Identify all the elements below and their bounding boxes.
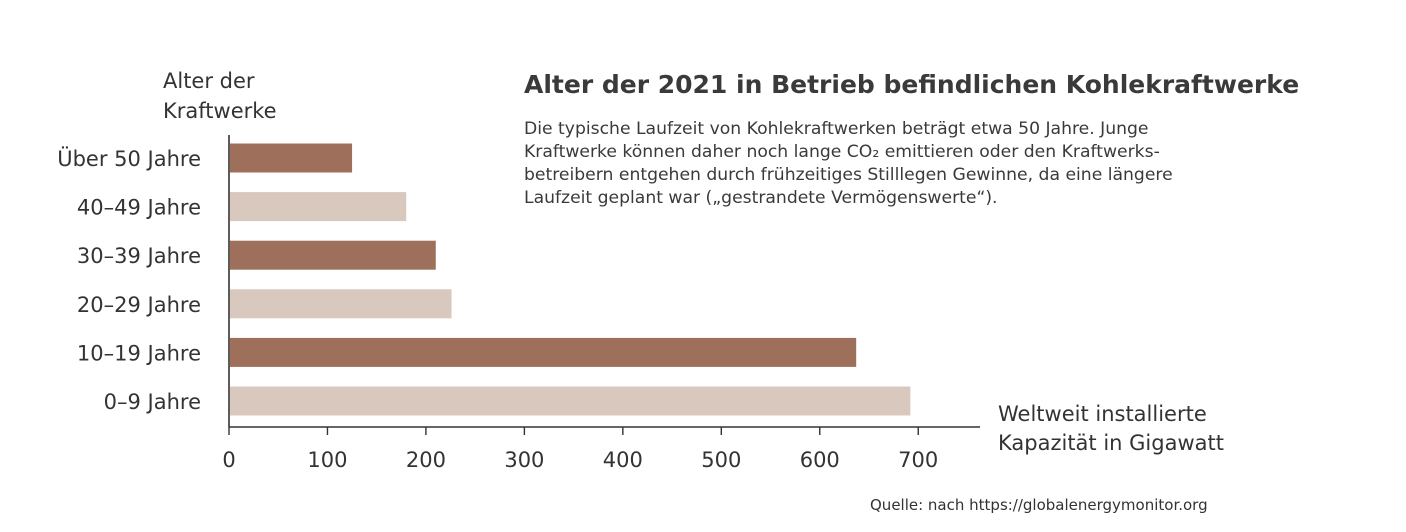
source-note: Quelle: nach https://globalenergymonitor… [870,496,1208,514]
x-tick-label: 600 [800,448,840,472]
x-tick-label: 100 [307,448,347,472]
y-axis-title-line-1: Alter der [163,69,255,93]
x-axis-title-line-1: Weltweit installierte [998,402,1207,426]
chart-title: Alter der 2021 in Betrieb befindlichen K… [524,70,1300,99]
description-line-2: Kraftwerke können daher noch lange CO₂ e… [524,142,1160,162]
x-tick-label: 0 [222,448,235,472]
x-tick-label: 300 [504,448,544,472]
bar [230,386,911,416]
x-tick-label: 700 [898,448,938,472]
x-axis-title: Weltweit installierte Kapazität in Gigaw… [998,400,1224,458]
description-line-1: Die typische Laufzeit von Kohlekraftwerk… [524,119,1149,139]
y-tick-label: 10–19 Jahre [77,341,201,365]
y-axis-title-line-2: Kraftwerke [163,99,277,123]
x-tick-label: 400 [603,448,643,472]
bar [230,240,436,270]
bar [230,143,353,173]
x-tick-label: 200 [406,448,446,472]
description-line-4: Laufzeit geplant war („gestrandete Vermö… [524,188,998,208]
y-tick-label: 40–49 Jahre [77,196,201,220]
bar [230,289,452,319]
y-tick-label: Über 50 Jahre [57,146,201,171]
bar [230,192,407,222]
y-axis-title: Alter der Kraftwerke [163,66,277,126]
y-tick-label: 0–9 Jahre [104,390,201,414]
y-tick-label: 20–29 Jahre [77,293,201,317]
x-tick-label: 500 [701,448,741,472]
description-line-3: betreibern entgehen durch frühzeitiges S… [524,165,1173,185]
x-axis-title-line-2: Kapazität in Gigawatt [998,431,1224,455]
bar [230,337,857,367]
y-tick-label: 30–39 Jahre [77,244,201,268]
chart-description: Die typische Laufzeit von Kohlekraftwerk… [524,118,1304,210]
